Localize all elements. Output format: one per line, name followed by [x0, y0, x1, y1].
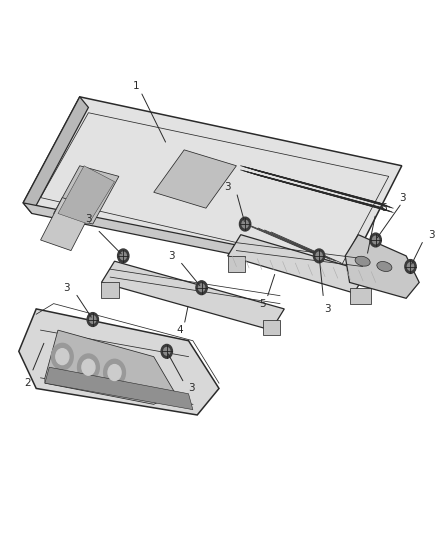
Ellipse shape — [377, 262, 392, 271]
Polygon shape — [19, 309, 219, 415]
Text: 3: 3 — [325, 304, 331, 314]
Text: 3: 3 — [188, 383, 195, 393]
Polygon shape — [23, 97, 88, 214]
Circle shape — [120, 252, 126, 260]
Circle shape — [164, 348, 170, 355]
Polygon shape — [228, 235, 367, 293]
Text: 6: 6 — [380, 203, 387, 213]
Polygon shape — [262, 319, 280, 335]
Circle shape — [407, 263, 413, 270]
Circle shape — [405, 260, 416, 273]
Circle shape — [51, 343, 73, 370]
Circle shape — [196, 281, 207, 295]
Circle shape — [161, 344, 173, 358]
Text: 5: 5 — [259, 298, 266, 309]
Circle shape — [117, 249, 129, 263]
Circle shape — [56, 349, 69, 365]
Circle shape — [240, 217, 251, 231]
Polygon shape — [102, 261, 284, 330]
Circle shape — [316, 252, 322, 260]
Polygon shape — [41, 198, 93, 251]
Polygon shape — [23, 97, 402, 277]
Polygon shape — [228, 256, 245, 272]
Circle shape — [314, 249, 325, 263]
Polygon shape — [53, 166, 119, 224]
Circle shape — [82, 359, 95, 375]
Polygon shape — [45, 367, 193, 410]
Circle shape — [78, 354, 99, 381]
Circle shape — [108, 365, 121, 381]
Circle shape — [198, 284, 205, 292]
Text: 3: 3 — [428, 230, 434, 240]
Circle shape — [370, 233, 381, 247]
Text: 2: 2 — [24, 378, 31, 388]
Polygon shape — [102, 282, 119, 298]
Text: 3: 3 — [399, 192, 406, 203]
Ellipse shape — [355, 256, 370, 266]
Polygon shape — [154, 150, 237, 208]
Text: 3: 3 — [85, 214, 92, 224]
Circle shape — [373, 236, 379, 244]
Circle shape — [104, 359, 125, 386]
Polygon shape — [350, 288, 371, 304]
Text: 4: 4 — [177, 325, 183, 335]
Polygon shape — [45, 330, 176, 405]
Text: 1: 1 — [133, 81, 140, 91]
Text: 3: 3 — [224, 182, 231, 192]
Polygon shape — [345, 235, 419, 298]
Circle shape — [242, 220, 248, 228]
Text: 3: 3 — [64, 282, 70, 293]
Polygon shape — [23, 203, 345, 277]
Circle shape — [87, 313, 99, 326]
Polygon shape — [58, 166, 115, 224]
Circle shape — [90, 316, 96, 324]
Text: 3: 3 — [168, 251, 174, 261]
